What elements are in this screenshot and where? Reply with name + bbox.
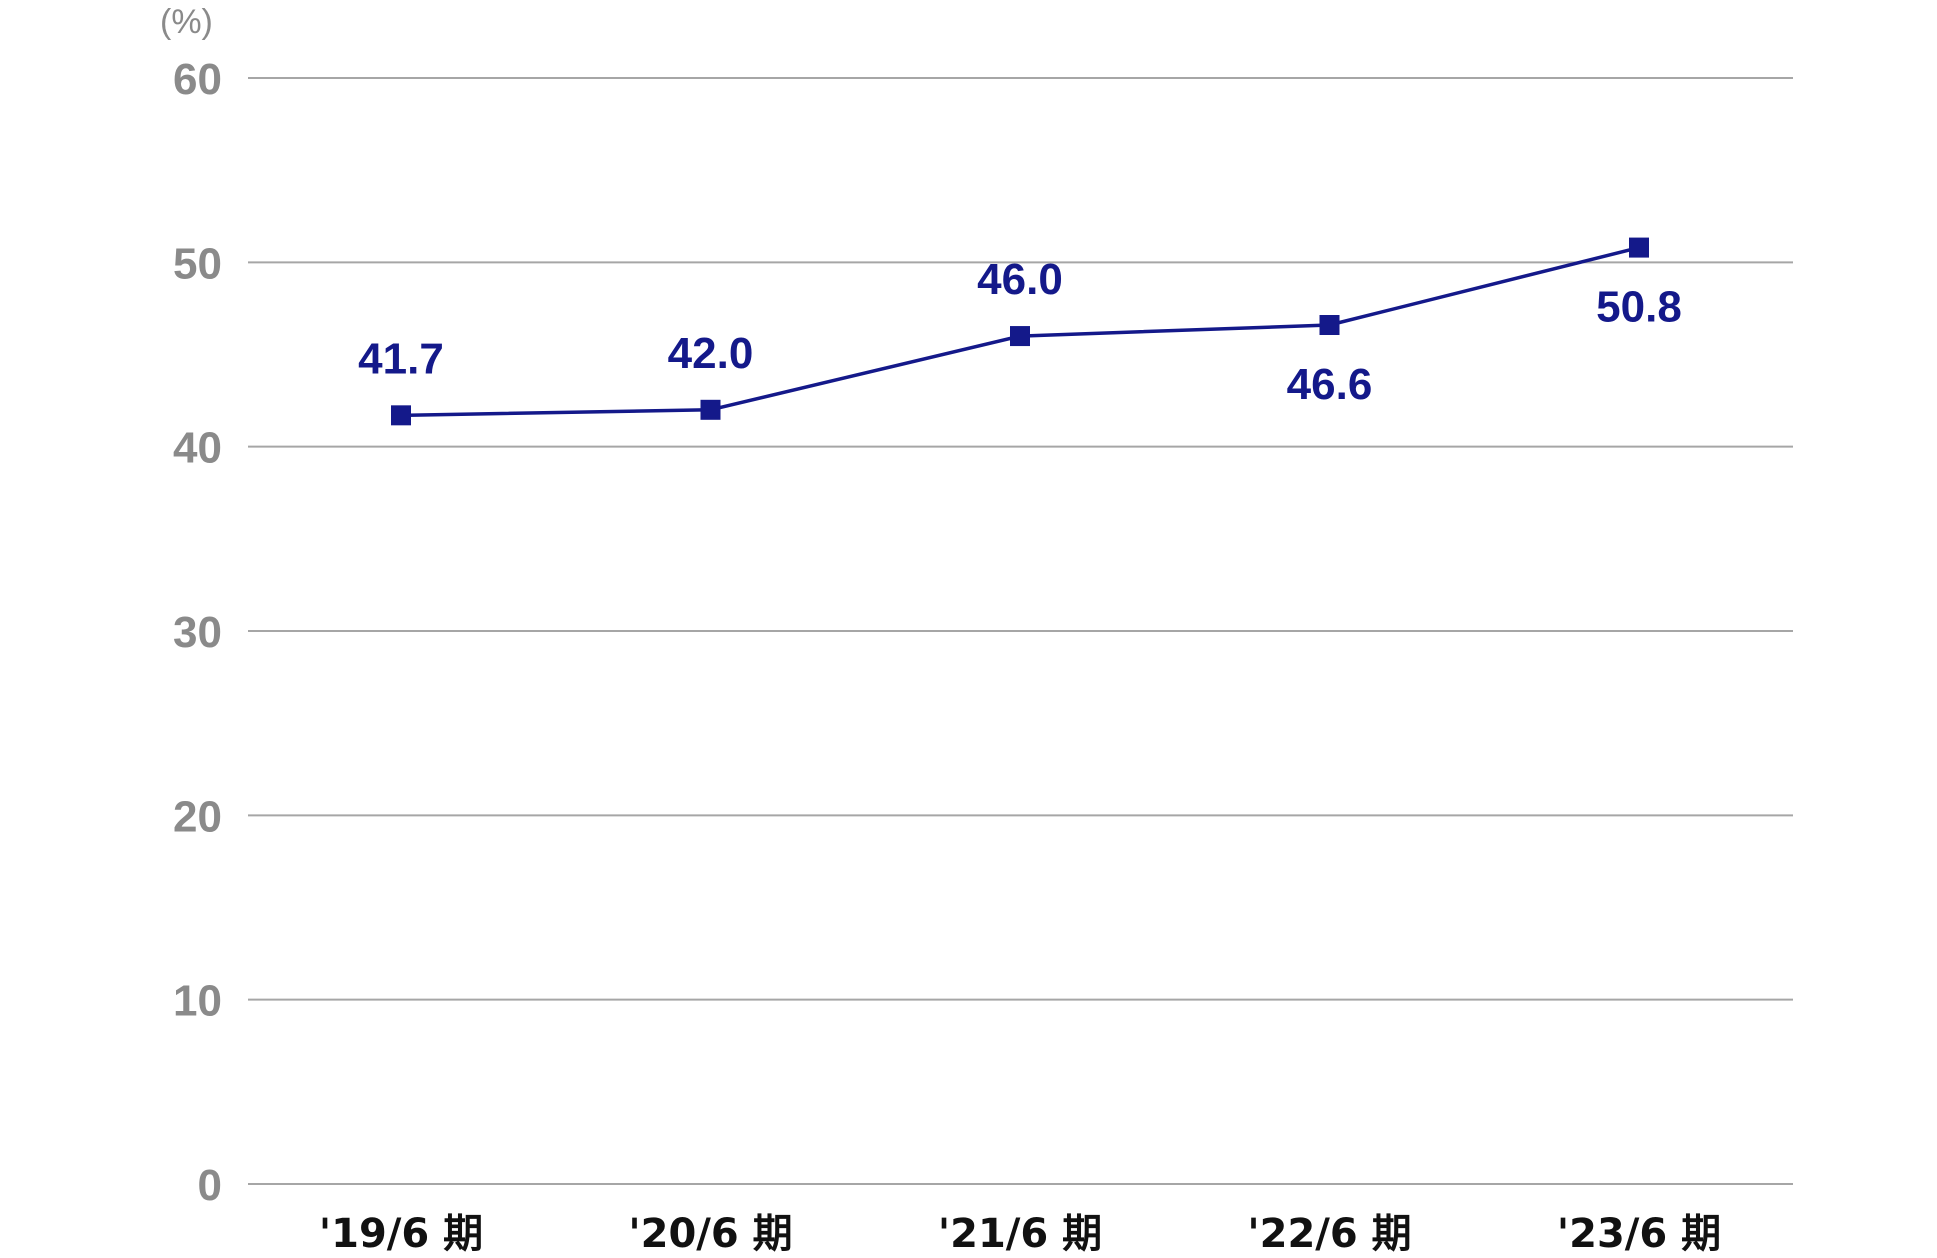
- x-category-label: '20/6 期: [628, 1211, 792, 1257]
- y-tick-label: 60: [173, 55, 222, 104]
- gridlines: [248, 77, 1793, 1185]
- x-category-label: '19/6 期: [319, 1211, 483, 1257]
- data-labels: 41.7 42.0 46.0 46.6 50.8: [358, 255, 1682, 409]
- data-label: 46.0: [977, 255, 1063, 304]
- data-marker: [700, 399, 721, 420]
- y-tick-label: 40: [173, 424, 222, 473]
- x-category-label: '21/6 期: [938, 1211, 1102, 1257]
- y-tick-label: 20: [173, 792, 222, 841]
- data-label: 46.6: [1287, 360, 1373, 409]
- y-tick-label: 50: [173, 239, 222, 288]
- data-label: 50.8: [1596, 283, 1682, 332]
- data-label: 41.7: [358, 334, 444, 383]
- y-tick-label: 0: [198, 1161, 222, 1210]
- data-marker: [1319, 315, 1340, 336]
- data-marker: [1629, 237, 1649, 258]
- y-axis-unit-label: (%): [160, 3, 213, 41]
- data-markers: [391, 237, 1649, 426]
- x-axis-category-labels: '19/6 期 '20/6 期 '21/6 期 '22/6 期 '23/6 期: [319, 1211, 1721, 1257]
- x-category-label: '23/6 期: [1557, 1211, 1721, 1257]
- y-axis-tick-labels: 0 10 20 30 40 50 60: [173, 55, 222, 1210]
- data-label: 42.0: [668, 329, 754, 378]
- y-tick-label: 30: [173, 608, 222, 657]
- data-marker: [1010, 326, 1030, 347]
- y-tick-label: 10: [173, 977, 222, 1026]
- x-category-label: '22/6 期: [1247, 1211, 1411, 1257]
- data-marker: [391, 405, 411, 426]
